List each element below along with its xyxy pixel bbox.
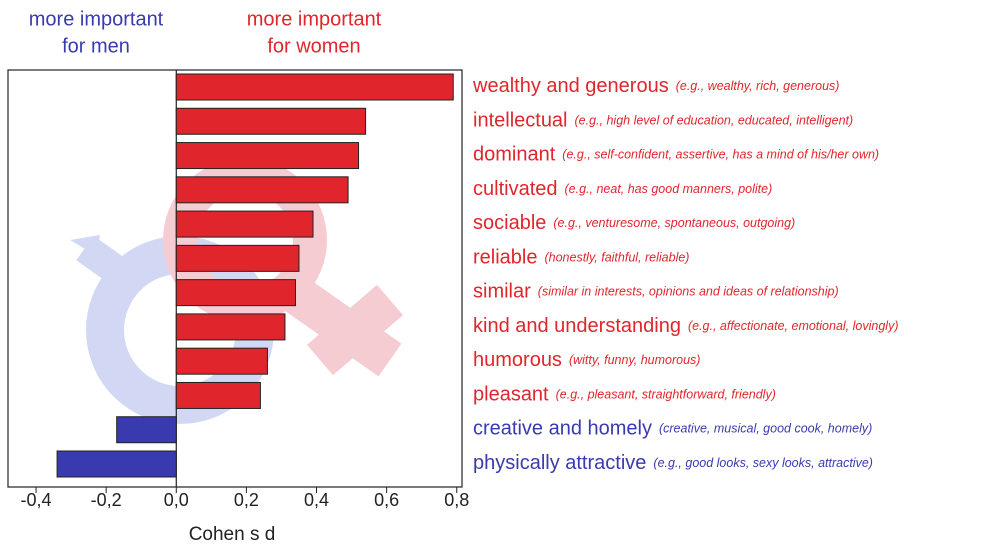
bar-label: dominant (e.g., self-confident, assertive… bbox=[473, 144, 879, 166]
category-label: intellectual bbox=[473, 110, 568, 132]
bar-label: reliable (honestly, faithful, reliable) bbox=[473, 247, 689, 269]
category-description: (e.g., pleasant, straightforward, friend… bbox=[556, 388, 776, 402]
bar-label: pleasant (e.g., pleasant, straightforward… bbox=[473, 384, 776, 406]
category-label: pleasant bbox=[473, 384, 549, 406]
x-tick-label: 0,8 bbox=[444, 490, 469, 510]
bar bbox=[116, 416, 177, 444]
category-label: creative and homely bbox=[473, 418, 652, 440]
bar bbox=[175, 313, 286, 341]
x-tick-label: -0,4 bbox=[21, 490, 52, 510]
category-label: physically attractive bbox=[473, 452, 646, 474]
x-tick-label: 0,6 bbox=[374, 490, 399, 510]
bar bbox=[175, 107, 367, 135]
category-description: (honestly, faithful, reliable) bbox=[544, 251, 689, 265]
category-description: (witty, funny, humorous) bbox=[569, 353, 701, 367]
header-men: more important bbox=[29, 8, 164, 30]
category-description: (e.g., self-confident, assertive, has a … bbox=[562, 148, 879, 162]
category-label: similar bbox=[473, 281, 531, 303]
bar bbox=[175, 244, 300, 272]
category-label: sociable bbox=[473, 212, 546, 234]
category-description: (e.g., venturesome, spontaneous, outgoin… bbox=[553, 216, 795, 230]
bar bbox=[175, 381, 261, 409]
category-description: (e.g., neat, has good manners, polite) bbox=[565, 182, 773, 196]
category-label: reliable bbox=[473, 247, 537, 269]
x-tick-label: 0,2 bbox=[234, 490, 259, 510]
header-women: for women bbox=[267, 35, 360, 57]
bar-label: kind and understanding (e.g., affectionat… bbox=[473, 315, 898, 337]
category-label: dominant bbox=[473, 144, 556, 166]
category-description: (e.g., affectionate, emotional, lovingly… bbox=[688, 319, 899, 333]
bar bbox=[56, 450, 177, 478]
category-label: wealthy and generous bbox=[472, 75, 669, 97]
bar bbox=[175, 279, 296, 307]
x-tick-label: 0,0 bbox=[164, 490, 189, 510]
category-label: cultivated bbox=[473, 178, 558, 200]
bar bbox=[175, 142, 360, 170]
category-label: kind and understanding bbox=[473, 315, 681, 337]
bar-label: creative and homely (creative, musical, g… bbox=[473, 418, 872, 440]
bar-label: physically attractive (e.g., good looks, … bbox=[473, 452, 873, 474]
x-tick-label: -0,2 bbox=[91, 490, 122, 510]
bar-label: intellectual (e.g., high level of educati… bbox=[473, 110, 853, 132]
category-label: humorous bbox=[473, 349, 562, 371]
category-description: (e.g., high level of education, educated… bbox=[575, 114, 854, 128]
bar bbox=[175, 73, 454, 101]
category-description: (e.g., good looks, sexy looks, attractiv… bbox=[653, 456, 873, 470]
category-description: (similar in interests, opinions and idea… bbox=[538, 285, 839, 299]
bar bbox=[175, 176, 349, 204]
header-women: more important bbox=[247, 8, 382, 30]
x-tick-label: 0,4 bbox=[304, 490, 329, 510]
category-description: (e.g., wealthy, rich, generous) bbox=[676, 79, 840, 93]
x-axis-label: Cohen s d bbox=[189, 524, 276, 545]
bar-label: wealthy and generous (e.g., wealthy, rich… bbox=[472, 75, 839, 97]
bar-label: humorous (witty, funny, humorous) bbox=[473, 349, 700, 371]
bar-label: sociable (e.g., venturesome, spontaneous,… bbox=[473, 212, 795, 234]
bar-label: similar (similar in interests, opinions a… bbox=[473, 281, 839, 303]
category-description: (creative, musical, good cook, homely) bbox=[659, 422, 872, 436]
bar bbox=[175, 347, 268, 375]
plot-frame bbox=[7, 69, 463, 488]
header-men: for men bbox=[62, 35, 130, 57]
bar-label: cultivated (e.g., neat, has good manners,… bbox=[473, 178, 772, 200]
bar bbox=[175, 210, 314, 238]
